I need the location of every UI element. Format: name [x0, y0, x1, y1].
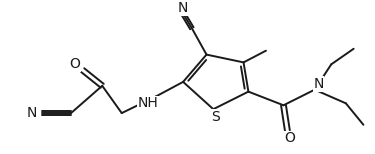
Text: N: N: [314, 77, 324, 91]
Text: O: O: [69, 57, 80, 71]
Text: O: O: [284, 131, 295, 145]
Text: S: S: [211, 110, 220, 124]
Text: N: N: [178, 1, 188, 15]
Text: N: N: [27, 106, 37, 120]
Text: NH: NH: [138, 96, 158, 110]
